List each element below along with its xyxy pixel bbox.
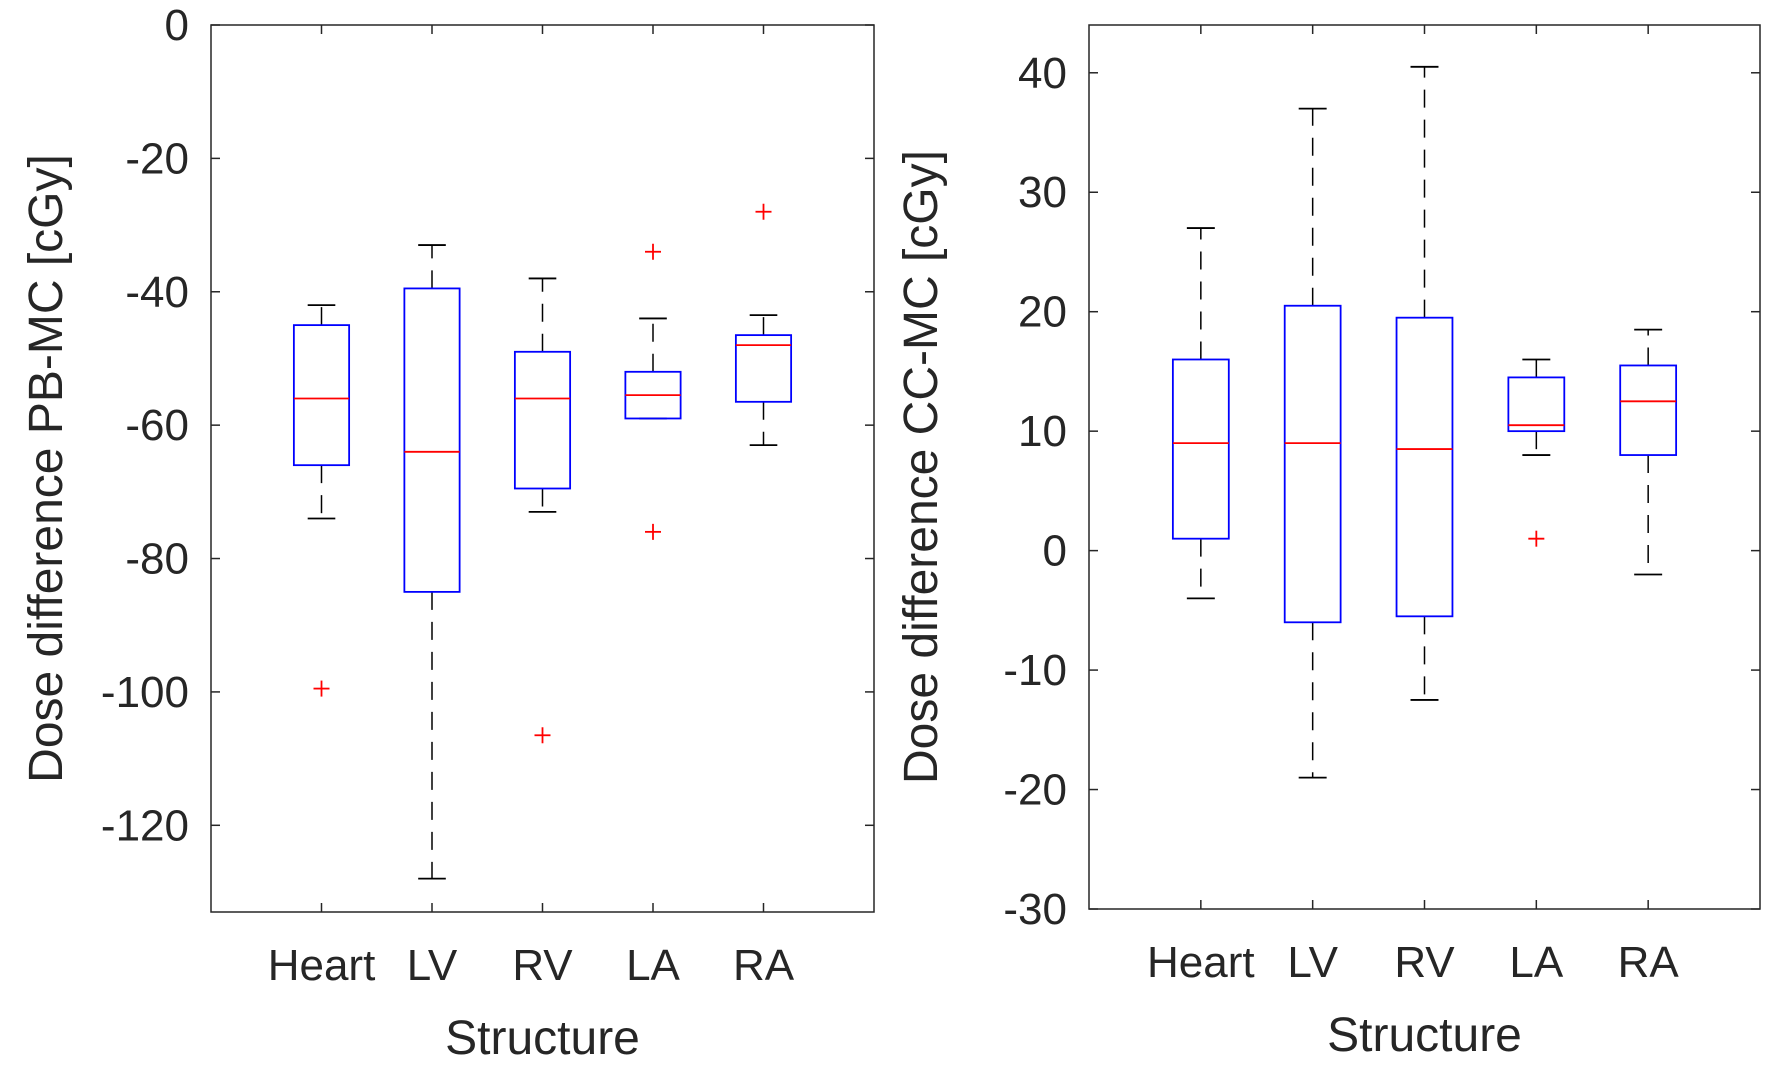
y-tick-label: 20: [1018, 288, 1067, 337]
box-la: [624, 243, 682, 540]
box-la: [1507, 358, 1566, 547]
x-tick-label: RV: [1394, 938, 1455, 987]
y-tick-label: 0: [165, 1, 189, 50]
x-tick-label: RA: [733, 941, 795, 990]
outlier-marker: [534, 727, 551, 744]
iqr-box: [1619, 364, 1678, 456]
box-ra: [1619, 328, 1678, 576]
box-ra: [734, 203, 793, 447]
x-tick-label: Heart: [268, 941, 376, 990]
y-tick-label: -80: [125, 535, 189, 584]
x-axis-title: Structure: [445, 1012, 640, 1065]
y-tick-label: 0: [1043, 527, 1067, 576]
box-rv: [513, 277, 572, 744]
iqr-box: [1507, 376, 1566, 433]
x-tick-label: LA: [626, 941, 680, 990]
x-tick-label: LA: [1509, 938, 1563, 987]
iqr-box: [734, 334, 793, 403]
y-tick-label: 10: [1018, 407, 1067, 456]
y-tick-label: -20: [1003, 766, 1067, 815]
x-tick-label: Heart: [1147, 938, 1255, 987]
y-tick-label: -120: [101, 801, 189, 850]
box-rv: [1395, 65, 1454, 701]
box-heart: [1171, 227, 1230, 600]
iqr-box: [1171, 358, 1230, 540]
x-tick-label: RV: [512, 941, 573, 990]
y-tick-label: -40: [125, 268, 189, 317]
iqr-box: [1395, 316, 1454, 618]
right-boxplot-panel: 40 30 20 10 0 -10 -20 -30 Heart LV RV LA RA Structure…: [895, 24, 1761, 1062]
x-tick-label: RA: [1618, 938, 1680, 987]
iqr-box: [403, 287, 461, 593]
left-boxplot-panel: 0 -20 -40 -60 -80 -100 -120 Heart LV RV LA RA Struct…: [20, 1, 875, 1065]
y-axis-title: Dose difference CC-MC [cGy]: [895, 150, 948, 784]
y-tick-label: -10: [1003, 646, 1067, 695]
iqr-box: [292, 324, 351, 467]
iqr-box: [1283, 304, 1342, 624]
box-lv: [1283, 107, 1342, 779]
box-lv: [403, 244, 461, 880]
outlier-marker: [645, 523, 661, 540]
outlier-marker: [1528, 530, 1545, 547]
y-tick-label: 40: [1018, 49, 1067, 98]
axes-frame: [210, 24, 875, 913]
y-tick-label: -100: [101, 668, 189, 717]
y-tick-label: -30: [1003, 885, 1067, 934]
box-heart: [292, 304, 351, 697]
iqr-box: [513, 350, 572, 490]
outlier-marker: [755, 203, 772, 220]
y-tick-label: -20: [125, 134, 189, 183]
x-tick-label: LV: [1287, 938, 1338, 987]
x-axis-title: Structure: [1327, 1009, 1522, 1062]
outlier-marker: [313, 680, 330, 697]
outlier-marker: [645, 243, 661, 260]
y-axis-title: Dose difference PB-MC [cGy]: [20, 154, 73, 783]
y-tick-label: -60: [125, 401, 189, 450]
y-tick-label: 30: [1018, 168, 1067, 217]
x-tick-label: LV: [407, 941, 458, 990]
